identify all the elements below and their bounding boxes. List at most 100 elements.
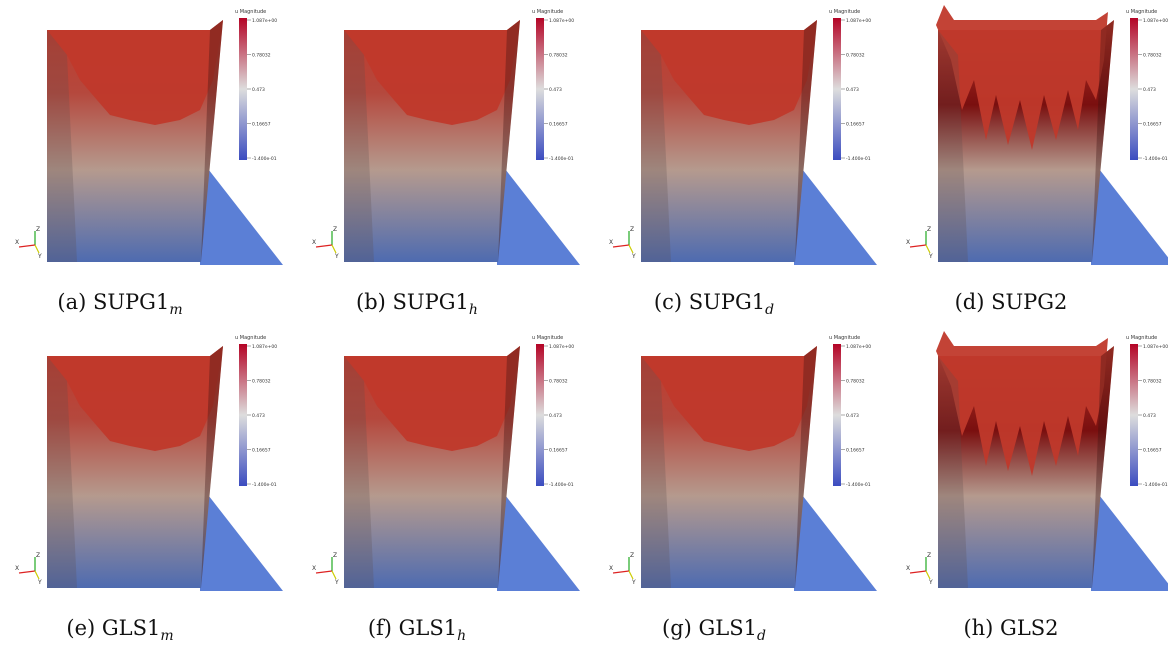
surface-plot: X Z Yu Magnitude 1.087e+00 0.78032 0.473 0.166… bbox=[609, 9, 877, 265]
caption-subscript: d bbox=[765, 302, 775, 319]
colorbar-tick-label: 0.473 bbox=[252, 87, 265, 93]
svg-text:Y: Y bbox=[334, 579, 339, 586]
axes-triad-icon: X Z Y bbox=[609, 226, 636, 260]
colorbar-tick-label: 0.78032 bbox=[252, 379, 271, 385]
svg-text:Z: Z bbox=[630, 226, 634, 233]
colorbar: u Magnitude 1.087e+00 0.78032 0.473 0.16657 -… bbox=[532, 335, 574, 488]
floor-surface bbox=[497, 165, 580, 265]
colorbar-tick-label: 0.473 bbox=[252, 413, 265, 419]
surface-plot: X Z Yu Magnitude 1.087e+00 0.78032 0.473 0.166… bbox=[906, 331, 1168, 591]
colorbar-tick-label: 0.16657 bbox=[1143, 448, 1162, 454]
axes-triad-icon: X Z Y bbox=[609, 552, 636, 586]
axes-triad-icon: X Z Y bbox=[15, 226, 42, 260]
svg-text:Y: Y bbox=[928, 579, 933, 586]
colorbar-title: u Magnitude bbox=[1126, 9, 1157, 15]
axes-triad-icon: X Z Y bbox=[312, 226, 339, 260]
colorbar-tick-label: 1.087e+00 bbox=[846, 344, 871, 350]
colorbar-tick-label: 1.087e+00 bbox=[1143, 344, 1168, 350]
svg-text:X: X bbox=[609, 565, 613, 572]
colorbar-tick-label: 0.78032 bbox=[846, 379, 865, 385]
svg-text:Z: Z bbox=[927, 226, 931, 233]
caption-subscript: h bbox=[457, 628, 467, 645]
panel-caption: (b) SUPG1h bbox=[302, 290, 532, 318]
colorbar-tick-label: -1.400e-01 bbox=[1143, 156, 1168, 162]
surface-plot: X Z Yu Magnitude 1.087e+00 0.78032 0.473 0.166… bbox=[15, 9, 283, 265]
colorbar-tick-label: 1.087e+00 bbox=[252, 344, 277, 350]
svg-text:X: X bbox=[906, 239, 910, 246]
svg-text:X: X bbox=[906, 565, 910, 572]
panel-caption: (a) SUPG1m bbox=[5, 290, 235, 318]
colorbar-tick-label: 1.087e+00 bbox=[549, 344, 574, 350]
svg-text:X: X bbox=[312, 239, 316, 246]
colorbar-tick-label: 0.473 bbox=[846, 87, 859, 93]
colorbar-tick-label: -1.400e-01 bbox=[252, 156, 277, 162]
colorbar: u Magnitude 1.087e+00 0.78032 0.473 0.16657 -… bbox=[235, 9, 277, 162]
colorbar-tick-label: 1.087e+00 bbox=[1143, 18, 1168, 24]
colorbar-tick-label: -1.400e-01 bbox=[549, 482, 574, 488]
svg-text:Z: Z bbox=[927, 552, 931, 559]
surface-plot: X Z Yu Magnitude 1.087e+00 0.78032 0.473 0.166… bbox=[609, 335, 877, 591]
colorbar-tick-label: 0.78032 bbox=[549, 53, 568, 59]
colorbar-tick-label: 0.78032 bbox=[1143, 53, 1162, 59]
colorbar-tick-label: 1.087e+00 bbox=[549, 18, 574, 24]
colorbar-tick-label: 0.473 bbox=[549, 87, 562, 93]
panel-caption: (g) GLS1d bbox=[599, 616, 829, 644]
floor-surface bbox=[1091, 491, 1168, 591]
caption-text: (a) SUPG1 bbox=[57, 290, 170, 314]
caption-subscript: h bbox=[468, 302, 478, 319]
svg-text:Y: Y bbox=[334, 253, 339, 260]
colorbar-tick-label: 0.78032 bbox=[252, 53, 271, 59]
svg-text:Y: Y bbox=[37, 579, 42, 586]
caption-text: (e) GLS1 bbox=[66, 616, 161, 640]
caption-text: (h) GLS2 bbox=[963, 616, 1059, 640]
colorbar-tick-label: 0.16657 bbox=[846, 122, 865, 128]
svg-text:Z: Z bbox=[36, 552, 40, 559]
colorbar-tick-label: 0.473 bbox=[549, 413, 562, 419]
colorbar-title: u Magnitude bbox=[235, 9, 266, 15]
colorbar-tick-label: 0.78032 bbox=[1143, 379, 1162, 385]
caption-text: (c) SUPG1 bbox=[653, 290, 766, 314]
colorbar: u Magnitude 1.087e+00 0.78032 0.473 0.16657 -… bbox=[532, 9, 574, 162]
svg-text:X: X bbox=[15, 239, 19, 246]
axes-triad-icon: X Z Y bbox=[906, 226, 933, 260]
colorbar-title: u Magnitude bbox=[829, 335, 860, 341]
svg-text:Z: Z bbox=[333, 226, 337, 233]
svg-text:X: X bbox=[312, 565, 316, 572]
colorbar-title: u Magnitude bbox=[532, 9, 563, 15]
colorbar-tick-label: 0.16657 bbox=[1143, 122, 1162, 128]
colorbar: u Magnitude 1.087e+00 0.78032 0.473 0.16657 -… bbox=[829, 9, 871, 162]
colorbar-tick-label: 0.473 bbox=[1143, 87, 1156, 93]
caption-text: (b) SUPG1 bbox=[356, 290, 469, 314]
floor-surface bbox=[200, 165, 283, 265]
caption-text: (g) GLS1 bbox=[662, 616, 757, 640]
colorbar-title: u Magnitude bbox=[829, 9, 860, 15]
colorbar-tick-label: 0.78032 bbox=[549, 379, 568, 385]
panel-caption: (f) GLS1h bbox=[302, 616, 532, 644]
colorbar: u Magnitude 1.087e+00 0.78032 0.473 0.16657 -… bbox=[1126, 9, 1168, 162]
colorbar-tick-label: 0.16657 bbox=[549, 122, 568, 128]
panel-caption: (d) SUPG2 bbox=[896, 290, 1126, 314]
svg-text:Z: Z bbox=[630, 552, 634, 559]
colorbar-tick-label: 0.16657 bbox=[252, 448, 271, 454]
caption-text: (f) GLS1 bbox=[367, 616, 458, 640]
floor-surface bbox=[497, 491, 580, 591]
colorbar: u Magnitude 1.087e+00 0.78032 0.473 0.16657 -… bbox=[829, 335, 871, 488]
colorbar-tick-label: -1.400e-01 bbox=[549, 156, 574, 162]
colorbar-tick-label: 0.473 bbox=[1143, 413, 1156, 419]
panel-caption: (e) GLS1m bbox=[5, 616, 235, 644]
svg-text:X: X bbox=[15, 565, 19, 572]
colorbar-tick-label: 0.16657 bbox=[252, 122, 271, 128]
caption-subscript: d bbox=[757, 628, 766, 645]
colorbar-tick-label: -1.400e-01 bbox=[1143, 482, 1168, 488]
colorbar-tick-label: 0.16657 bbox=[846, 448, 865, 454]
colorbar: u Magnitude 1.087e+00 0.78032 0.473 0.16657 -… bbox=[235, 335, 277, 488]
caption-text: (d) SUPG2 bbox=[954, 290, 1068, 314]
colorbar-tick-label: 0.78032 bbox=[846, 53, 865, 59]
svg-text:X: X bbox=[609, 239, 613, 246]
surface-plot: X Z Yu Magnitude 1.087e+00 0.78032 0.473 0.166… bbox=[312, 9, 580, 265]
